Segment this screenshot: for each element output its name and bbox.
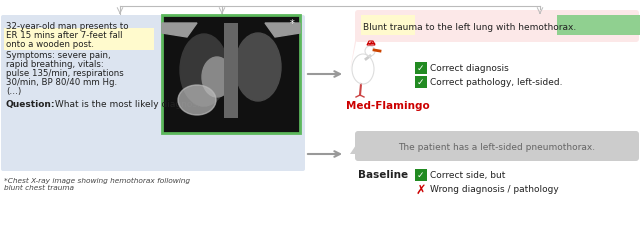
FancyBboxPatch shape	[557, 16, 640, 36]
Text: What is the most likely diagnosis?: What is the most likely diagnosis?	[52, 100, 209, 109]
Text: Wrong diagnosis / pathology: Wrong diagnosis / pathology	[430, 185, 559, 194]
Text: 30/min, BP 80/40 mm Hg.: 30/min, BP 80/40 mm Hg.	[6, 78, 117, 87]
Text: ✗: ✗	[415, 183, 426, 196]
Text: *Chest X-ray image showing hemothorax following
blunt chest trauma: *Chest X-ray image showing hemothorax fo…	[4, 177, 190, 190]
Text: *: *	[290, 19, 294, 29]
FancyBboxPatch shape	[415, 62, 426, 74]
Polygon shape	[350, 24, 358, 72]
Text: The patient has a left-sided pneumothorax.: The patient has a left-sided pneumothora…	[399, 143, 596, 152]
Text: Question:: Question:	[6, 100, 56, 109]
Text: ✓: ✓	[417, 170, 424, 179]
Text: pulse 135/min, respirations: pulse 135/min, respirations	[6, 69, 124, 78]
Text: Correct diagnosis: Correct diagnosis	[430, 64, 509, 73]
Polygon shape	[350, 142, 358, 154]
Text: Baseline: Baseline	[358, 169, 408, 179]
Text: Correct side, but: Correct side, but	[430, 170, 506, 179]
Polygon shape	[367, 42, 375, 46]
FancyBboxPatch shape	[361, 16, 415, 36]
Text: rapid breathing, vitals:: rapid breathing, vitals:	[6, 60, 104, 69]
Text: (…): (…)	[6, 87, 21, 96]
FancyBboxPatch shape	[162, 16, 300, 133]
Polygon shape	[265, 24, 300, 38]
FancyBboxPatch shape	[1, 16, 305, 171]
Polygon shape	[162, 24, 197, 38]
Ellipse shape	[202, 58, 232, 98]
FancyBboxPatch shape	[355, 11, 639, 43]
Text: Symptoms: severe pain,: Symptoms: severe pain,	[6, 51, 111, 60]
Ellipse shape	[235, 34, 281, 101]
Text: onto a wooden post.: onto a wooden post.	[6, 40, 94, 49]
FancyBboxPatch shape	[415, 76, 426, 88]
Text: ✓: ✓	[417, 64, 424, 73]
Text: ✓: ✓	[417, 78, 424, 87]
Ellipse shape	[365, 47, 375, 57]
Text: 32-year-old man presents to: 32-year-old man presents to	[6, 22, 129, 31]
Text: Correct pathology, left-sided.: Correct pathology, left-sided.	[430, 78, 563, 87]
Text: Med-Flamingo: Med-Flamingo	[346, 101, 429, 111]
FancyBboxPatch shape	[415, 169, 426, 181]
Ellipse shape	[180, 35, 228, 106]
FancyBboxPatch shape	[4, 29, 154, 51]
FancyBboxPatch shape	[355, 131, 639, 161]
Text: Blunt trauma to the left lung with hemothorax.: Blunt trauma to the left lung with hemot…	[363, 23, 576, 32]
Ellipse shape	[352, 55, 374, 85]
Ellipse shape	[178, 86, 216, 116]
Text: ER 15 mins after 7-feet fall: ER 15 mins after 7-feet fall	[6, 31, 122, 40]
FancyBboxPatch shape	[224, 24, 238, 118]
